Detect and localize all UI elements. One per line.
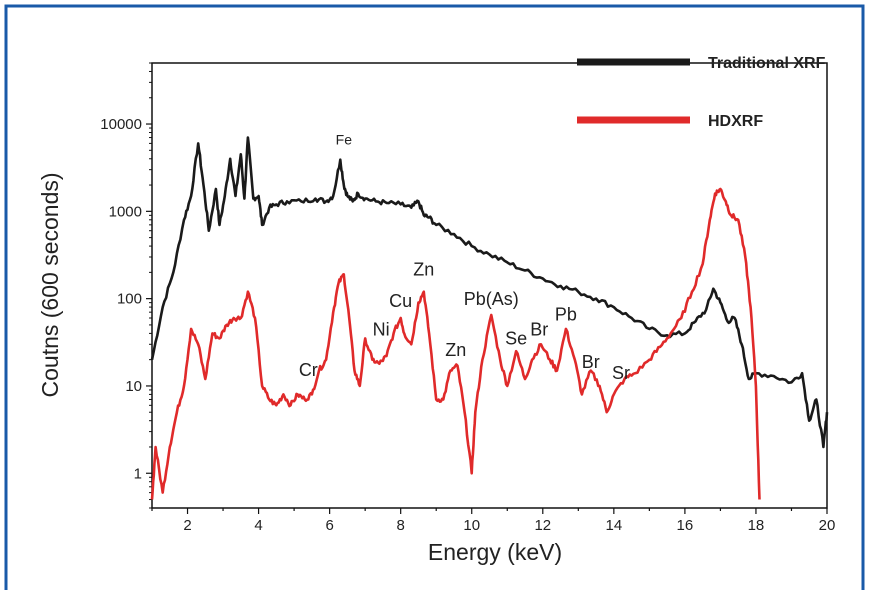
- x-axis-ticks: 2 4 6 8 10 12 14 16 18 20: [151, 508, 836, 534]
- peak-label: Br: [582, 352, 600, 372]
- plot-area-border: [151, 62, 828, 509]
- x-tick-label: 12: [534, 517, 551, 534]
- peak-label: Cr: [299, 360, 318, 380]
- peak-label: Se: [505, 328, 527, 348]
- series-line-hdxrf: [150, 187, 761, 500]
- x-tick-label: 4: [254, 517, 262, 534]
- peak-label: Ni: [373, 319, 390, 339]
- peak-label: Zn: [445, 340, 466, 360]
- legend-label: Traditional XRF: [708, 55, 826, 72]
- legend-label: HDXRF: [708, 113, 763, 130]
- y-tick-label: 1: [134, 465, 142, 482]
- x-tick-label: 2: [183, 517, 191, 534]
- peak-label: Br: [530, 319, 548, 339]
- x-tick-label: 18: [748, 517, 765, 534]
- x-tick-label: 14: [605, 517, 622, 534]
- x-axis-label: Energy (keV): [428, 539, 562, 565]
- legend: Traditional XRF HDXRF: [577, 55, 826, 130]
- y-tick-label: 10000: [100, 116, 142, 133]
- peak-label: Fe: [336, 132, 353, 148]
- peak-label: Cu: [389, 291, 412, 311]
- y-axis-ticks: 1 10 100 1000 10000: [100, 62, 152, 509]
- peak-label: Pb(As): [464, 289, 519, 309]
- y-axis-label: Coutns (600 seconds): [37, 172, 63, 397]
- x-tick-label: 10: [463, 517, 480, 534]
- x-tick-label: 8: [397, 517, 405, 534]
- series-line-traditional-xrf: [150, 136, 829, 449]
- y-tick-label: 100: [117, 291, 142, 308]
- peak-label: Pb: [555, 305, 577, 325]
- y-tick-label: 10: [125, 378, 142, 395]
- x-tick-label: 6: [325, 517, 333, 534]
- y-tick-label: 1000: [109, 203, 142, 220]
- x-tick-label: 20: [819, 517, 836, 534]
- peak-label: Zn: [413, 259, 434, 279]
- series-lines: [150, 136, 829, 500]
- x-tick-label: 16: [677, 517, 694, 534]
- outer-frame: [4, 4, 865, 590]
- peak-label: Sr: [612, 363, 630, 383]
